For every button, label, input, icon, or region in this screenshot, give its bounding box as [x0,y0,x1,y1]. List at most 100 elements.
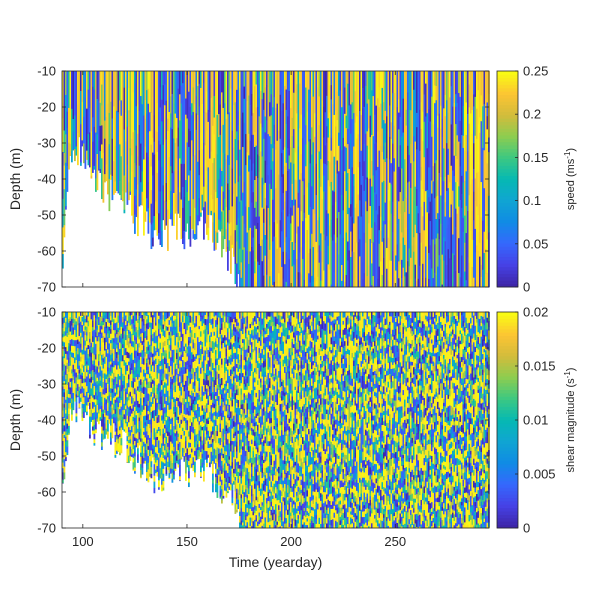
heatmap-cell [485,211,487,250]
heatmap-cell [180,367,183,374]
heatmap-cell [126,320,129,327]
heatmap-cell [183,427,186,432]
heatmap-cell [434,103,436,136]
heatmap-cell [348,168,351,209]
heatmap-cell [143,393,145,398]
heatmap-cell [84,375,87,379]
heatmap-cell [135,106,138,146]
heatmap-cell [182,422,184,429]
heatmap-cell [464,242,466,272]
heatmap-cell [341,71,343,108]
heatmap-cell [194,400,196,406]
heatmap-cell [173,315,175,322]
heatmap-cell [143,434,145,443]
heatmap-cell [87,397,90,403]
heatmap-cell [225,207,228,230]
heatmap-cell [149,461,151,469]
heatmap-cell [380,182,382,218]
heatmap-cell [120,361,123,368]
heatmap-cell [173,320,175,326]
heatmap-cell [285,237,288,253]
heatmap-cell [183,442,186,449]
heatmap-cell [69,372,72,379]
heatmap-cell [444,241,447,256]
heatmap-cell [182,386,184,393]
heatmap-cell [150,411,153,419]
heatmap-cell [485,71,487,100]
heatmap-cell [146,316,148,320]
heatmap-cell [108,312,111,319]
heatmap-cell [176,434,178,442]
heatmap-cell [183,380,186,386]
heatmap-cell [86,341,88,349]
heatmap-cell [135,356,138,364]
heatmap-cell [147,424,150,430]
heatmap-cell [287,170,289,217]
heatmap-cell [338,254,340,288]
heatmap-cell [122,105,124,149]
heatmap-cell [185,71,187,99]
heatmap-cell [206,325,208,330]
heatmap-cell [107,342,109,350]
heatmap-cell [86,376,88,383]
heatmap-cell [179,465,181,473]
heatmap-cell [158,397,160,405]
heatmap-cell [165,396,168,402]
heatmap-cell [194,349,196,357]
heatmap-cell [293,163,295,206]
heatmap-cell [113,338,115,343]
heatmap-cell [158,140,160,161]
heatmap-cell [177,412,180,418]
heatmap-cell [78,361,81,366]
heatmap-cell [206,427,208,435]
heatmap-cell [161,84,163,100]
heatmap-cell [261,261,264,288]
heatmap-cell [143,369,145,377]
heatmap-cell [165,183,168,202]
heatmap-cell [353,146,355,175]
heatmap-cell [125,325,127,330]
heatmap-cell [416,189,418,207]
heatmap-cell [330,284,333,288]
heatmap-cell [435,86,438,101]
heatmap-cell [242,249,244,288]
heatmap-cell [251,170,253,203]
heatmap-cell [68,343,70,347]
heatmap-cell [203,339,205,345]
heatmap-cell [138,439,141,446]
heatmap-cell [189,346,192,355]
heatmap-cell [143,379,145,388]
heatmap-cell [81,71,84,103]
heatmap-cell [428,167,430,198]
heatmap-cell [159,342,162,350]
heatmap-cell [401,232,403,261]
heatmap-cell [200,436,202,442]
heatmap-cell [419,265,421,288]
heatmap-cell [77,375,79,380]
heatmap-cell [200,71,202,89]
heatmap-cell [68,357,70,364]
heatmap-cell [99,71,102,104]
heatmap-cell [368,240,370,266]
heatmap-cell [227,114,229,156]
heatmap-cell [228,165,231,191]
heatmap-cell [107,312,109,320]
heatmap-cell [93,347,96,356]
heatmap-cell [341,265,343,282]
heatmap-cell [383,120,385,147]
heatmap-cell [125,428,127,433]
heatmap-cell [75,340,78,347]
heatmap-cell [434,134,436,164]
heatmap-cell [108,367,111,375]
heatmap-cell [375,71,378,106]
heatmap-cell [189,315,192,323]
heatmap-cell [200,397,202,402]
heatmap-cell [144,331,147,339]
heatmap-cell [119,430,121,435]
heatmap-cell [164,84,166,106]
heatmap-cell [176,455,178,462]
heatmap-top [62,71,490,288]
heatmap-cell [213,71,216,97]
heatmap-cell [249,159,252,192]
heatmap-cell [189,360,192,366]
